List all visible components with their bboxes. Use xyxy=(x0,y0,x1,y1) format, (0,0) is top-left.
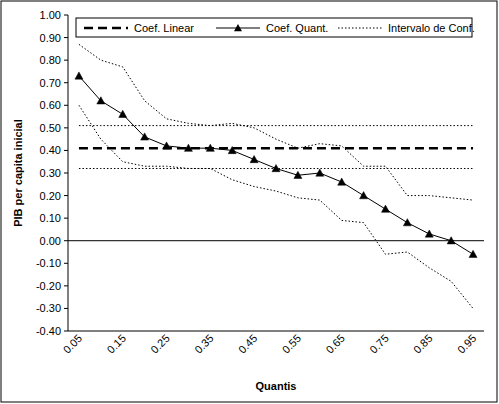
point-marker xyxy=(272,164,280,171)
point-marker xyxy=(447,237,455,244)
point-marker xyxy=(425,230,433,237)
y-tick-label: 0.50 xyxy=(40,122,61,134)
x-tick-label: 0.35 xyxy=(192,332,216,356)
legend-label: Coef. Linear xyxy=(134,22,194,34)
y-tick xyxy=(64,195,68,196)
point-marker xyxy=(381,205,389,212)
y-tick xyxy=(64,263,68,264)
point-marker xyxy=(184,144,192,151)
y-tick xyxy=(64,37,68,38)
y-tick xyxy=(64,173,68,174)
point-marker xyxy=(206,144,214,151)
y-tick xyxy=(64,15,68,16)
y-tick-label: -0.10 xyxy=(36,257,61,269)
y-tick-label: 0.90 xyxy=(40,32,61,44)
y-tick xyxy=(64,331,68,332)
point-marker xyxy=(141,133,149,140)
ci-lower-line xyxy=(79,105,473,308)
x-tick-label: 0.05 xyxy=(61,332,85,356)
x-tick-label: 0.55 xyxy=(280,332,304,356)
y-tick-label: -0.40 xyxy=(36,325,61,337)
y-tick-label: 1.00 xyxy=(40,9,61,21)
x-tick-label: 0.25 xyxy=(148,332,172,356)
y-tick xyxy=(64,150,68,151)
y-axis-title: PIB per capita inicial xyxy=(12,119,24,227)
x-tick-label: 0.15 xyxy=(105,332,129,356)
ci-upper-line xyxy=(79,125,473,126)
y-tick-label: 0.40 xyxy=(40,144,61,156)
x-axis-title: Quantis xyxy=(256,380,297,392)
point-marker xyxy=(228,146,236,153)
point-marker xyxy=(163,142,171,149)
y-tick xyxy=(64,308,68,309)
x-tick-label: 0.95 xyxy=(455,332,479,356)
y-tick-label: 0.30 xyxy=(40,167,61,179)
y-tick-label: -0.30 xyxy=(36,302,61,314)
zero-line xyxy=(68,240,484,241)
point-marker xyxy=(119,110,127,117)
y-tick xyxy=(64,60,68,61)
legend-swatch xyxy=(338,28,382,29)
ci-upper-line xyxy=(79,44,473,200)
point-marker xyxy=(97,97,105,104)
y-tick-label: 0.70 xyxy=(40,77,61,89)
series-line xyxy=(79,76,473,254)
x-tick-label: 0.85 xyxy=(411,332,435,356)
chart-frame xyxy=(1,1,497,402)
y-tick xyxy=(64,105,68,106)
series-line xyxy=(79,147,473,150)
point-marker xyxy=(403,219,411,226)
x-axis xyxy=(68,331,484,332)
y-tick-label: -0.20 xyxy=(36,280,61,292)
y-tick xyxy=(64,240,68,241)
x-tick-label: 0.65 xyxy=(323,332,347,356)
point-marker xyxy=(338,178,346,185)
point-marker xyxy=(360,192,368,199)
y-tick xyxy=(64,285,68,286)
point-marker xyxy=(75,72,83,79)
y-tick xyxy=(64,82,68,83)
y-tick xyxy=(64,127,68,128)
legend-swatch xyxy=(84,27,128,30)
y-tick-label: 0.80 xyxy=(40,54,61,66)
point-marker xyxy=(294,171,302,178)
y-tick xyxy=(64,218,68,219)
x-tick-label: 0.45 xyxy=(236,332,260,356)
legend-marker xyxy=(234,24,242,31)
y-tick-label: 0.00 xyxy=(40,235,61,247)
x-tick-label: 0.75 xyxy=(367,332,391,356)
legend-label: Coef. Quant. xyxy=(266,22,328,34)
legend-label: Intervalo de Conf. xyxy=(388,22,475,34)
chart: 1.00 0.90 0.80 0.70 0.60 0.50 0.40 0.30 0.20 0.10… xyxy=(0,0,499,404)
plot-area xyxy=(75,44,477,308)
point-marker xyxy=(316,169,324,176)
point-marker xyxy=(250,155,258,162)
point-marker xyxy=(469,250,477,257)
y-tick-label: 0.60 xyxy=(40,99,61,111)
y-tick-label: 0.10 xyxy=(40,212,61,224)
y-tick-label: 0.20 xyxy=(40,190,61,202)
legend: Coef. Linear Coef. Quant. Intervalo de Con… xyxy=(76,18,475,37)
